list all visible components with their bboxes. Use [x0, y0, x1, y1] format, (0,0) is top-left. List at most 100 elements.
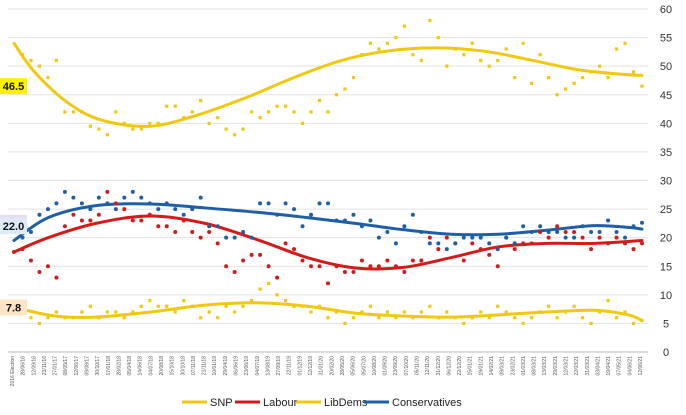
- conservatives-poll-point: [326, 201, 330, 206]
- snp-poll-point: [190, 110, 194, 114]
- labour-poll-point: [190, 229, 195, 234]
- libdems-poll-point: [334, 310, 339, 314]
- libdems-poll-point: [216, 316, 220, 320]
- snp-poll-point: [46, 76, 50, 80]
- libdems-poll-point: [173, 310, 177, 314]
- conservatives-poll-point: [241, 229, 246, 234]
- snp-callout: 46.5: [0, 78, 27, 95]
- y-tick-label: 60: [660, 4, 672, 16]
- snp-poll-point: [487, 64, 491, 68]
- x-tick-label: 05/06/20: [351, 356, 357, 376]
- x-tick-label: 22/03/21: [574, 356, 580, 376]
- labour-poll-point: [368, 264, 373, 269]
- snp-poll-point: [436, 35, 440, 40]
- x-tick-label: 06/06/19: [234, 356, 240, 376]
- x-tick-label: 12/03/21: [563, 356, 569, 376]
- conservatives-poll-point: [88, 207, 93, 212]
- labour-poll-point: [359, 258, 364, 263]
- snp-poll-point: [309, 110, 313, 114]
- libdems-poll-point: [224, 304, 228, 308]
- labour-poll-point: [427, 235, 432, 240]
- labour-poll-point: [606, 241, 611, 246]
- conservatives-poll-point: [28, 229, 33, 234]
- conservatives-poll-point: [538, 224, 543, 229]
- x-tick-label: 12/06/17: [74, 356, 80, 376]
- x-tick-label: 23/02/21: [510, 356, 516, 376]
- labour-poll-point: [563, 229, 568, 234]
- libdems-poll-point: [258, 287, 262, 291]
- labour-poll-point: [156, 224, 161, 229]
- snp-poll-point: [250, 110, 254, 114]
- snp-poll-point: [479, 58, 483, 63]
- labour-poll-point: [580, 235, 585, 240]
- snp-poll-point: [496, 58, 500, 63]
- labour-poll-point: [376, 264, 381, 269]
- labour-poll-point: [538, 229, 543, 234]
- labour-poll-point: [173, 229, 178, 234]
- x-tick-label: 30/10/17: [95, 356, 101, 376]
- labour-poll-point: [71, 212, 76, 217]
- conservatives-poll-point: [224, 235, 229, 240]
- x-tick-label: 20/02/20: [329, 356, 335, 376]
- x-tick-label: 22/11/19: [287, 356, 293, 375]
- x-tick-label: 01/12/19: [297, 356, 303, 376]
- libdems-poll-point: [351, 316, 356, 320]
- libdems-poll-point: [580, 316, 585, 320]
- labour-poll-point: [105, 189, 110, 194]
- conservatives-poll-point: [495, 247, 500, 252]
- snp-poll-point: [606, 76, 610, 80]
- labour-poll-point: [478, 247, 483, 252]
- snp-poll-point: [631, 70, 636, 74]
- labour-poll-point: [241, 258, 246, 263]
- libdems-poll-point: [131, 310, 135, 314]
- libdems-poll-point: [623, 310, 627, 314]
- snp-poll-point: [326, 110, 330, 114]
- libdems-callout: 7.8: [0, 299, 27, 316]
- labour-poll-point: [631, 247, 636, 252]
- libdems-poll-point: [368, 304, 373, 308]
- labour-poll-point: [113, 201, 118, 206]
- labour-poll-point: [487, 252, 492, 257]
- snp-poll-point: [547, 76, 551, 80]
- conservatives-poll-point: [461, 235, 466, 240]
- labour-poll-point: [45, 264, 50, 269]
- conservatives-poll-point: [555, 229, 560, 234]
- labour-poll-point: [164, 224, 169, 229]
- snp-poll-point: [453, 47, 457, 51]
- labour-poll-point: [402, 269, 407, 274]
- conservatives-poll-point: [105, 201, 110, 206]
- x-tick-label: 13/08/19: [265, 356, 271, 376]
- snp-poll-point: [580, 76, 585, 80]
- libdems-poll-point: [428, 304, 432, 308]
- x-tick-label: 21/11/18: [202, 356, 208, 375]
- labour-poll-point: [351, 269, 356, 274]
- snp-poll-point: [351, 76, 356, 80]
- conservatives-poll-point: [563, 235, 568, 240]
- conservatives-poll-point: [521, 224, 526, 229]
- labour-poll-point: [28, 258, 33, 263]
- libdems-poll-point: [46, 316, 50, 320]
- libdems-callout-box: [0, 299, 27, 316]
- libdems-poll-point: [521, 321, 525, 326]
- x-tick-label: 12/12/19: [308, 356, 314, 376]
- snp-poll-point: [80, 110, 84, 114]
- x-tick-label: 05/04/18: [127, 356, 133, 376]
- labour-poll-point: [130, 218, 135, 223]
- x-tick-label: 09/08/17: [85, 356, 91, 376]
- legend-item-snp: SNP: [182, 397, 233, 409]
- libdems-poll-point: [614, 316, 619, 320]
- x-tick-label: 17/01/18: [106, 356, 112, 376]
- libdems-poll-point: [589, 321, 593, 326]
- snp-poll-point: [29, 58, 33, 63]
- libdems-poll-point: [156, 304, 160, 308]
- conservatives-poll-point: [402, 224, 407, 229]
- x-tick-label: 07/10/20: [404, 356, 410, 376]
- snp-poll-point: [623, 41, 627, 45]
- conservatives-poll-point: [79, 201, 84, 206]
- snp-poll-point: [377, 47, 381, 51]
- snp-poll-point: [317, 98, 322, 103]
- libdems-poll-point: [402, 310, 406, 314]
- labour-poll-point: [37, 269, 42, 274]
- y-tick-label: 30: [660, 176, 672, 188]
- conservatives-poll-point: [444, 247, 449, 252]
